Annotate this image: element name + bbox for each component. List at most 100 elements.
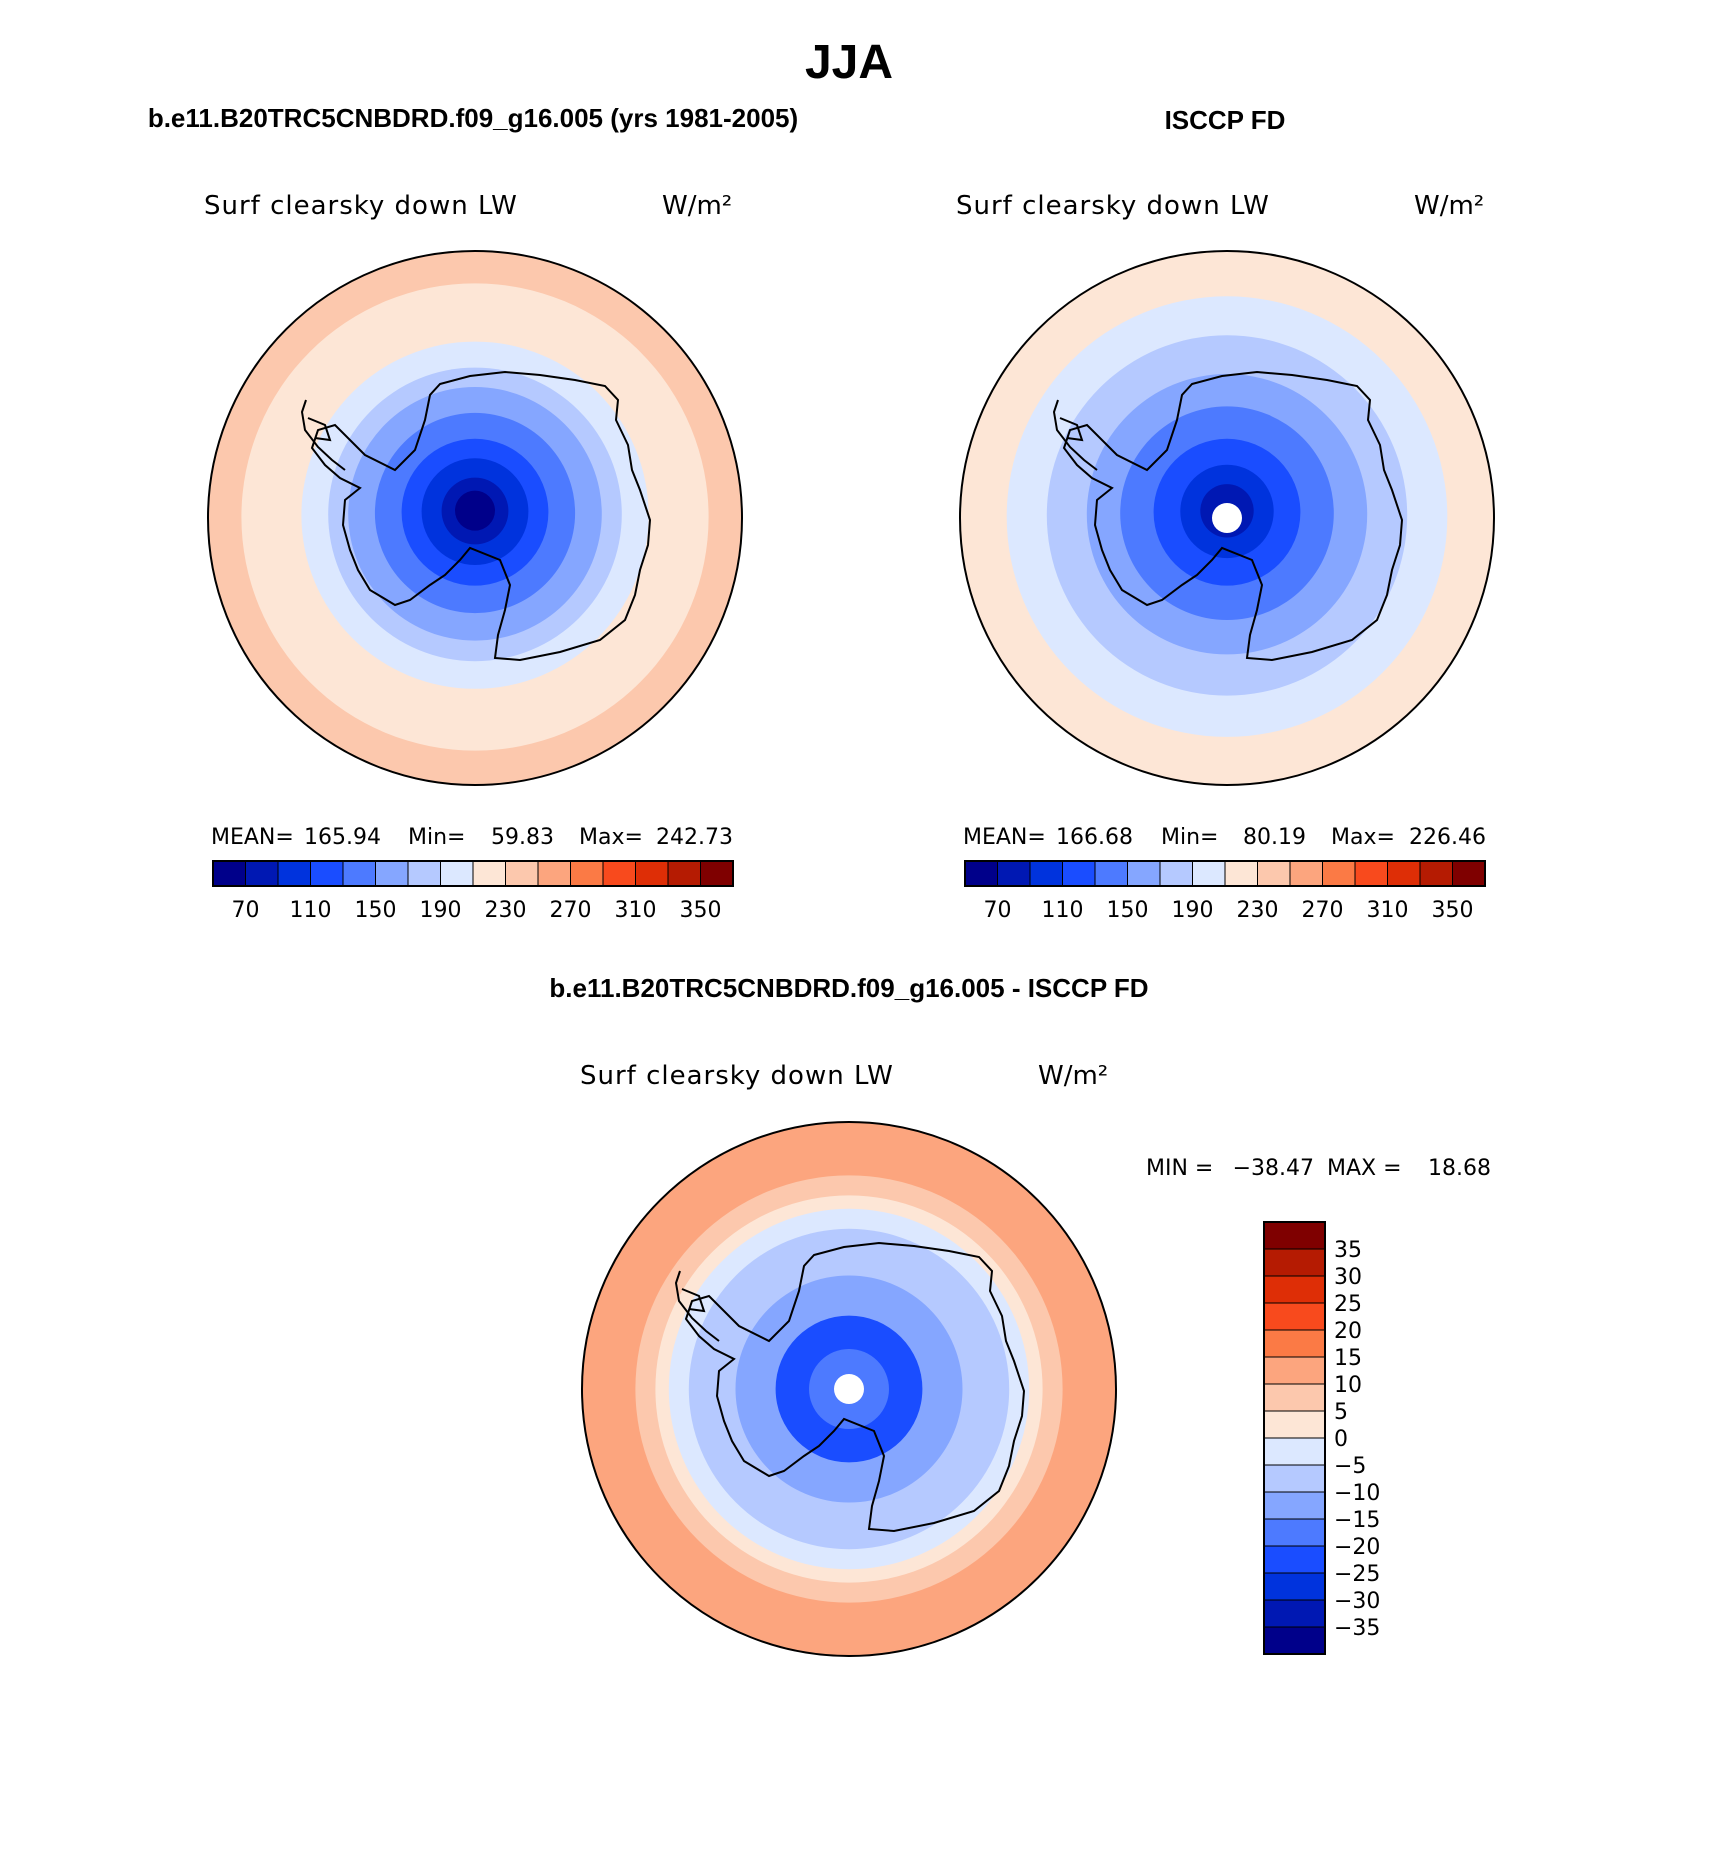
colorbar-box-15 [1452,860,1486,887]
panel2-max-label: Max= [1331,825,1395,850]
colorbar-box-10 [1289,860,1323,887]
panel3-max-label: MAX = [1327,1156,1402,1181]
colorbar-tick-label: 35 [1334,1238,1362,1263]
colorbar-box-11 [1263,1329,1326,1358]
panel3-map-border [581,1121,1117,1657]
colorbar-tick-label: 190 [1172,898,1214,923]
colorbar-box-9 [1257,860,1291,887]
panel1-min-label: Min= [408,825,465,850]
colorbar-box-6 [1263,1464,1326,1493]
panel2-min-value: 80.19 [1243,825,1306,850]
colorbar-box-14 [1419,860,1453,887]
colorbar-box-5 [1263,1491,1326,1520]
panel1-field [208,251,742,785]
panel1-mean-value: 165.94 [304,825,381,850]
colorbar-tick-label: 70 [984,898,1012,923]
colorbar-box-13 [635,860,669,887]
colorbar-box-8 [472,860,506,887]
colorbar-box-10 [537,860,571,887]
colorbar-box-14 [667,860,701,887]
colorbar-box-13 [1387,860,1421,887]
panel2-stats: MEAN= 166.68 Min= 80.19 Max= 226.46 [963,825,1486,850]
colorbar-tick-label: 350 [680,898,722,923]
colorbar-tick-label: 150 [355,898,397,923]
pole-hole [1212,503,1242,533]
colorbar-box-11 [1322,860,1356,887]
colorbar-tick-label: 25 [1334,1292,1362,1317]
panel3-map [582,1122,1116,1656]
colorbar-box-7 [440,860,474,887]
colorbar-box-12 [1263,1302,1326,1331]
colorbar-tick-label: 310 [1367,898,1409,923]
panel2-min-label: Min= [1161,825,1218,850]
colorbar-box-4 [342,860,376,887]
panel1-units-label: W/m² [662,191,732,221]
panel1-max-value: 242.73 [656,825,733,850]
panel3-units-label: W/m² [1038,1061,1108,1091]
panel2-map-border [959,250,1495,786]
colorbar-box-1 [245,860,279,887]
colorbar-tick-label: 350 [1432,898,1474,923]
colorbar-box-6 [407,860,441,887]
colorbar-tick-label: 190 [420,898,462,923]
colorbar-outline [1263,1221,1326,1655]
panel3-min-label: MIN = [1146,1156,1213,1181]
field-ring-10 [455,490,495,531]
colorbar-tick-label: 270 [1302,898,1344,923]
panel1-min-value: 59.83 [491,825,554,850]
colorbar-box-3 [310,860,344,887]
colorbar-box-3 [1263,1545,1326,1574]
panel1-map-border [207,250,743,786]
colorbar-box-15 [700,860,734,887]
panel2-mean-label: MEAN= [963,825,1046,850]
panel2-title: ISCCP FD [1165,105,1286,135]
colorbar-tick-label: 310 [615,898,657,923]
colorbar-tick-label: −15 [1334,1508,1380,1533]
colorbar-box-12 [602,860,636,887]
panel2-field [960,251,1494,785]
panel1-mean-label: MEAN= [211,825,294,850]
colorbar-box-5 [375,860,409,887]
figure-title: JJA [805,36,893,89]
panel-3: Surf clearsky down LW W/m² MIN = −38.47 … [580,1061,1491,1657]
colorbar-box-10 [1263,1356,1326,1385]
colorbar-tick-label: 15 [1334,1346,1362,1371]
colorbar-tick-label: −5 [1334,1454,1366,1479]
colorbar-tick-label: −30 [1334,1589,1380,1614]
colorbar-tick-label: 270 [550,898,592,923]
panel3-min-value: −38.47 [1233,1156,1314,1181]
colorbar-box-4 [1263,1518,1326,1547]
colorbar-box-2 [277,860,311,887]
colorbar-box-14 [1263,1248,1326,1277]
colorbar-box-8 [1224,860,1258,887]
colorbar-box-0 [212,860,246,887]
panel3-peninsula [674,1270,720,1342]
panel2-units-label: W/m² [1414,191,1484,221]
colorbar-box-6 [1159,860,1193,887]
colorbar-box-2 [1263,1572,1326,1601]
colorbar-box-9 [1263,1383,1326,1412]
colorbar-tick-label: 70 [232,898,260,923]
panel1-map [208,251,742,785]
colorbar-box-4 [1094,860,1128,887]
colorbar-tick-label: 230 [485,898,527,923]
colorbar-box-7 [1192,860,1226,887]
colorbar-tick-label: 5 [1334,1400,1348,1425]
panel3-stats: MIN = −38.47 MAX = 18.68 [1146,1156,1491,1181]
panel3-title: b.e11.B20TRC5CNBDRD.f09_g16.005 - ISCCP … [549,973,1148,1003]
colorbar-outline [964,860,1486,887]
colorbar-box-5 [1127,860,1161,887]
panel2-peninsula [1052,399,1098,471]
panel1-title: b.e11.B20TRC5CNBDRD.f09_g16.005 (yrs 198… [148,103,798,133]
panel-2: Surf clearsky down LW W/m² MEAN= 166.68 … [956,191,1495,923]
colorbar-tick-label: 10 [1334,1373,1362,1398]
panel3-max-value: 18.68 [1428,1156,1491,1181]
panel1-stats: MEAN= 165.94 Min= 59.83 Max= 242.73 [211,825,733,850]
colorbar-tick-label: −10 [1334,1481,1380,1506]
colorbar-box-0 [1263,1626,1326,1655]
colorbar-tick-label: 20 [1334,1319,1362,1344]
panel3-field [582,1122,1116,1656]
panel3-variable-label: Surf clearsky down LW [580,1061,894,1091]
colorbar-box-7 [1263,1437,1326,1466]
